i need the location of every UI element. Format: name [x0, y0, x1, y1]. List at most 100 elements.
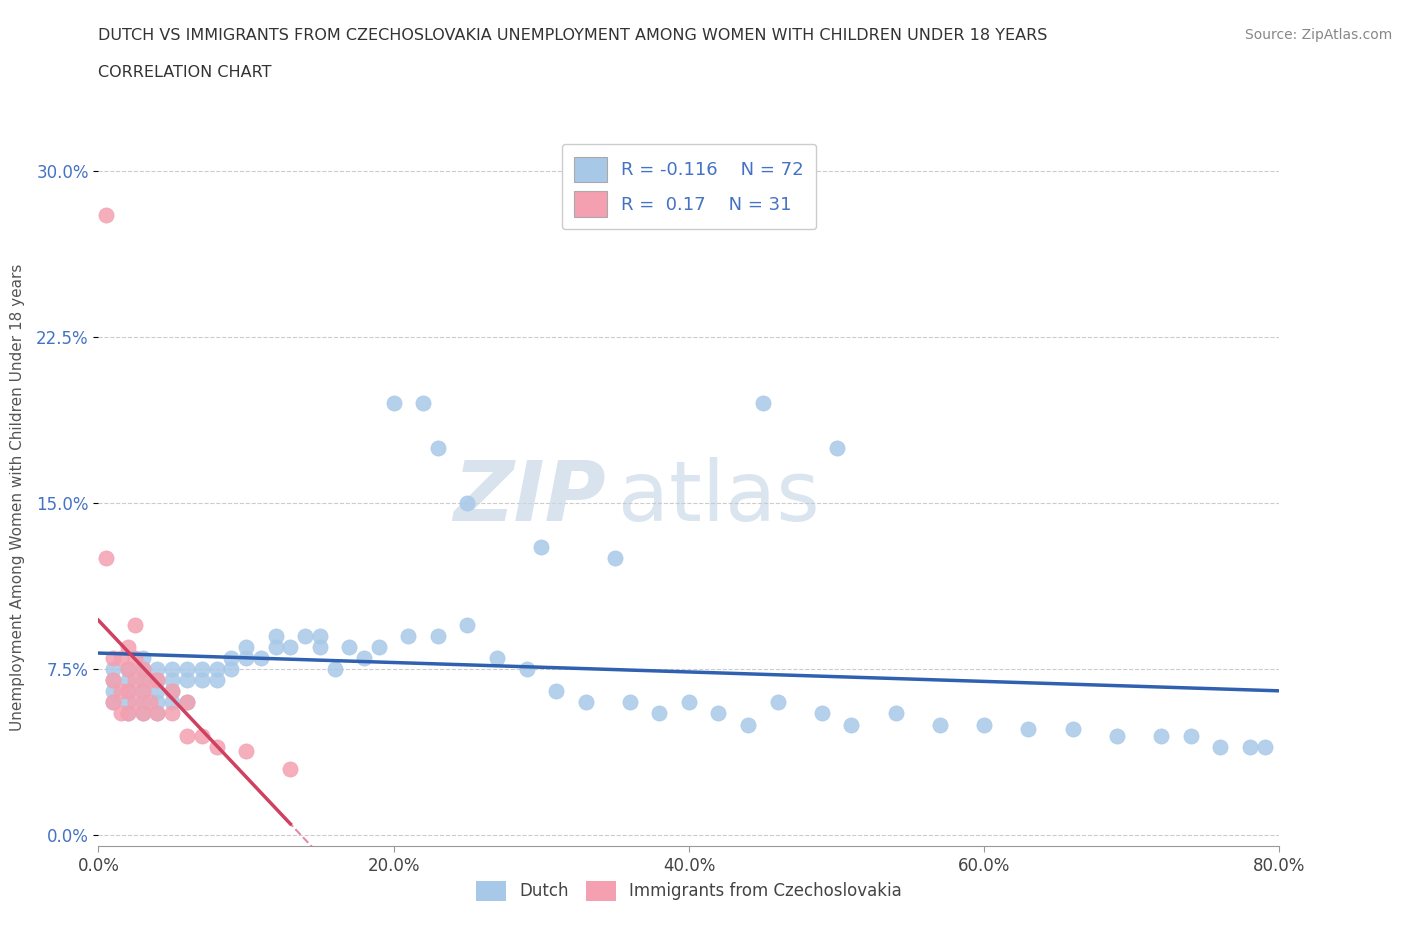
Point [103, 662, 125, 677]
Point [382, 396, 405, 411]
Point [117, 684, 139, 698]
Point [368, 640, 391, 655]
Point [146, 662, 169, 677]
Point [264, 640, 287, 655]
Point [278, 762, 302, 777]
Text: atlas: atlas [619, 457, 820, 538]
Point [162, 672, 183, 687]
Point [751, 396, 773, 411]
Point [110, 651, 132, 666]
Point [110, 706, 132, 721]
Point [294, 629, 316, 644]
Point [146, 684, 169, 698]
Point [132, 706, 155, 721]
Point [132, 695, 155, 710]
Point [132, 706, 155, 721]
Point [117, 640, 139, 655]
Text: CORRELATION CHART: CORRELATION CHART [98, 65, 271, 80]
Point [117, 706, 139, 721]
Point [1105, 728, 1128, 743]
Point [162, 662, 183, 677]
Point [162, 695, 183, 710]
Point [117, 695, 139, 710]
Point [103, 695, 125, 710]
Point [132, 651, 155, 666]
Point [235, 640, 257, 655]
Point [146, 672, 169, 687]
Point [1150, 728, 1173, 743]
Point [1062, 722, 1084, 737]
Text: Source: ZipAtlas.com: Source: ZipAtlas.com [1244, 28, 1392, 42]
Point [825, 440, 848, 455]
Point [884, 706, 907, 721]
Point [162, 706, 183, 721]
Point [191, 662, 214, 677]
Point [103, 672, 125, 687]
Point [191, 728, 214, 743]
Point [132, 684, 155, 698]
Point [973, 717, 995, 732]
Point [648, 706, 671, 721]
Point [94, 207, 117, 222]
Point [139, 695, 162, 710]
Point [766, 695, 789, 710]
Point [205, 662, 228, 677]
Point [132, 662, 155, 677]
Point [278, 640, 302, 655]
Point [103, 695, 125, 710]
Point [103, 672, 125, 687]
Point [427, 629, 450, 644]
Point [124, 618, 146, 632]
Point [235, 651, 257, 666]
Point [486, 651, 509, 666]
Point [110, 684, 132, 698]
Point [162, 684, 183, 698]
Text: DUTCH VS IMMIGRANTS FROM CZECHOSLOVAKIA UNEMPLOYMENT AMONG WOMEN WITH CHILDREN U: DUTCH VS IMMIGRANTS FROM CZECHOSLOVAKIA … [98, 28, 1047, 43]
Point [124, 672, 146, 687]
Y-axis label: Unemployment Among Women with Children Under 18 years: Unemployment Among Women with Children U… [10, 264, 25, 731]
Point [146, 695, 169, 710]
Point [132, 672, 155, 687]
Point [139, 672, 162, 687]
Point [176, 695, 198, 710]
Point [176, 695, 198, 710]
Legend: Dutch, Immigrants from Czechoslovakia: Dutch, Immigrants from Czechoslovakia [470, 874, 908, 908]
Point [124, 695, 146, 710]
Point [309, 640, 332, 655]
Point [1254, 739, 1277, 754]
Point [250, 651, 273, 666]
Point [176, 728, 198, 743]
Point [1017, 722, 1039, 737]
Point [219, 662, 242, 677]
Point [103, 684, 125, 698]
Point [117, 662, 139, 677]
Point [396, 629, 419, 644]
Point [605, 551, 627, 565]
Point [124, 651, 146, 666]
Point [103, 651, 125, 666]
Point [117, 672, 139, 687]
Point [205, 672, 228, 687]
Point [337, 640, 360, 655]
Point [176, 672, 198, 687]
Point [737, 717, 759, 732]
Point [544, 684, 567, 698]
Point [146, 672, 169, 687]
Point [928, 717, 950, 732]
Point [456, 496, 478, 511]
Point [205, 739, 228, 754]
Point [515, 662, 537, 677]
Point [117, 706, 139, 721]
Point [309, 629, 332, 644]
Point [1239, 739, 1261, 754]
Point [146, 706, 169, 721]
Point [323, 662, 346, 677]
Point [162, 684, 183, 698]
Text: ZIP: ZIP [454, 457, 606, 538]
Point [219, 651, 242, 666]
Point [117, 662, 139, 677]
Point [810, 706, 832, 721]
Point [1180, 728, 1202, 743]
Point [574, 695, 596, 710]
Point [412, 396, 434, 411]
